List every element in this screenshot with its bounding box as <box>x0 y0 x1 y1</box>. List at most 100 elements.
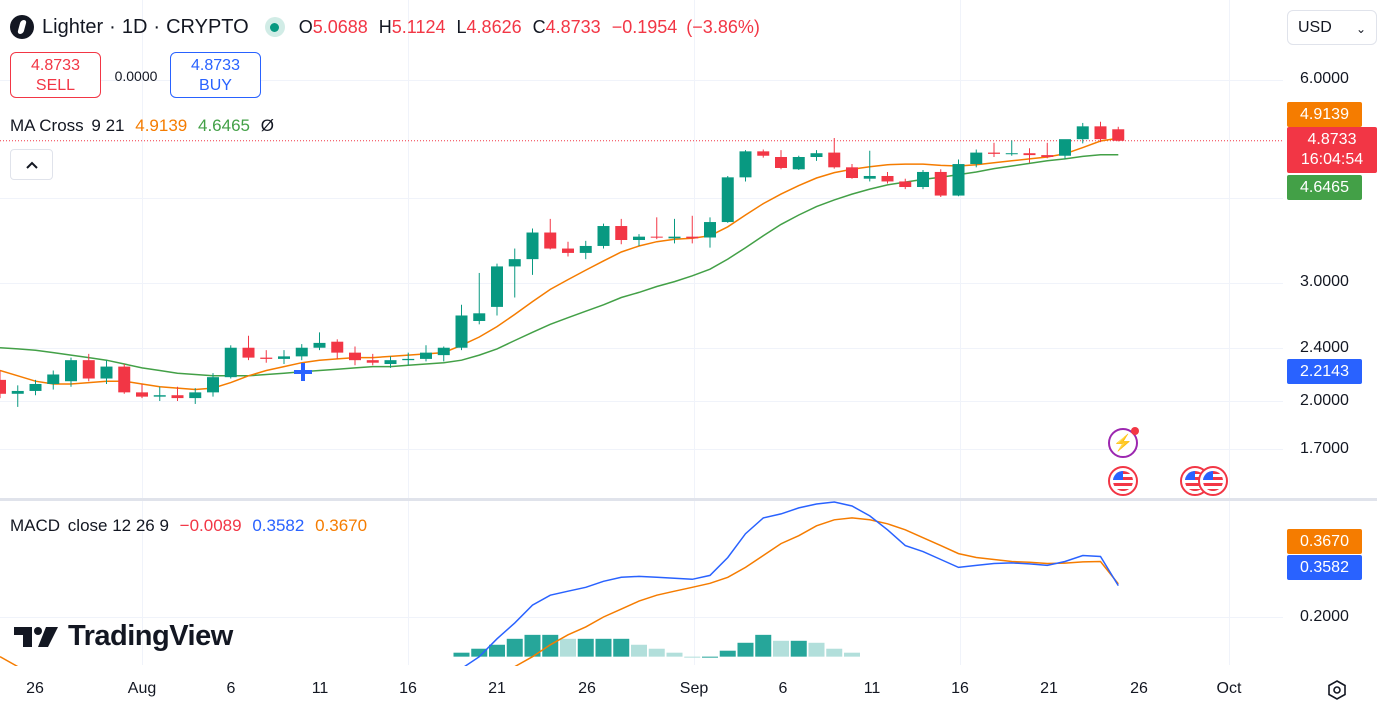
time-axis-label: 16 <box>951 680 969 697</box>
ma-cross-null-value: Ø <box>260 116 274 135</box>
macd-name[interactable]: MACD <box>10 516 61 535</box>
price-axis-label: 3.0000 <box>1300 273 1349 290</box>
tradingview-logo[interactable]: TradingView <box>14 620 233 653</box>
macd-histogram-bar <box>684 656 701 658</box>
ma-cross-params: 9 21 <box>91 116 125 135</box>
macd-histogram-bar <box>790 640 807 657</box>
sell-label: SELL <box>35 77 76 94</box>
macd-histogram-bar <box>577 638 594 657</box>
candle-body <box>473 313 486 321</box>
open-value: 5.0688 <box>312 16 368 37</box>
macd-histogram-bar <box>560 638 576 657</box>
time-axis-label: 16 <box>399 680 417 697</box>
macd-histogram-bar <box>453 652 470 657</box>
macd-histogram-bar <box>613 638 630 657</box>
close-value: 4.8733 <box>545 16 601 37</box>
macd-histogram-bar <box>844 652 860 657</box>
buy-label: BUY <box>199 77 232 94</box>
candle-body <box>118 366 131 393</box>
macd-histogram-bar <box>595 638 612 657</box>
macd-histogram-value: −0.0089 <box>179 516 242 535</box>
candle-body <box>491 266 503 307</box>
currency-selector[interactable]: USD ⌄ <box>1287 10 1377 45</box>
candle-body <box>917 171 929 188</box>
macd-signal-value: 0.3670 <box>315 516 368 535</box>
candle-body <box>828 152 841 168</box>
chevron-down-icon: ⌄ <box>1355 22 1366 36</box>
low-key: L <box>456 16 467 37</box>
candle-body <box>349 352 361 361</box>
price-axis-label: 2.4000 <box>1300 339 1349 356</box>
time-axis-label: 11 <box>863 680 881 697</box>
ma-fast-value: 4.9139 <box>135 116 188 135</box>
candle-body <box>242 347 255 358</box>
ma-slow-line <box>0 153 1119 377</box>
exchange-label[interactable]: CRYPTO <box>166 15 249 38</box>
candle-body <box>136 392 148 397</box>
sell-button[interactable]: 4.8733 SELL <box>10 52 101 98</box>
legend-separator: · <box>109 15 116 38</box>
price-axis-label: 6.0000 <box>1300 70 1349 87</box>
lightning-event-icon[interactable]: ⚡ <box>1108 427 1139 458</box>
time-axis-label: 26 <box>1130 680 1148 697</box>
last-price-tag: 4.8733 16:04:54 <box>1287 127 1377 173</box>
crosshair-plus-icon <box>294 363 312 381</box>
sell-price: 4.8733 <box>31 57 80 74</box>
candle-body <box>278 356 290 359</box>
gridline <box>0 449 1283 450</box>
macd-histogram-bar <box>826 648 843 657</box>
candle-body <box>863 175 876 179</box>
macd-line <box>464 501 1119 666</box>
buy-price: 4.8733 <box>191 57 240 74</box>
us-flag-event-icon[interactable] <box>1108 466 1138 496</box>
candle-body <box>544 232 557 249</box>
macd-histogram-bar <box>773 640 789 657</box>
ma-slow-price-tag: 4.6465 <box>1287 175 1362 200</box>
macd-histogram-bar <box>506 638 523 657</box>
tradingview-wordmark: TradingView <box>68 620 233 652</box>
candle-body <box>402 358 415 361</box>
candle-body <box>1041 155 1054 158</box>
candle-body <box>82 360 95 379</box>
candle-body <box>171 395 184 399</box>
price-chart[interactable] <box>0 0 1283 498</box>
candle-body <box>0 379 6 394</box>
candle-body <box>970 152 983 165</box>
candle-body <box>739 151 752 178</box>
interval-label[interactable]: 1D <box>121 15 148 38</box>
chevron-up-icon <box>25 161 38 169</box>
candle-body <box>1076 126 1089 140</box>
time-axis-label: 11 <box>311 680 329 697</box>
ma-fast-price-tag: 4.9139 <box>1287 102 1362 127</box>
gridline <box>408 0 409 665</box>
pane-separator[interactable] <box>0 498 1377 501</box>
macd-line-value: 0.3582 <box>252 516 305 535</box>
candle-body <box>1112 129 1125 141</box>
time-axis-label: Oct <box>1216 680 1242 697</box>
macd-histogram-bar <box>631 644 647 657</box>
candle-body <box>366 360 379 363</box>
market-status-icon[interactable] <box>264 17 285 37</box>
macd-histogram-bar <box>737 642 754 657</box>
macd-legend[interactable]: MACD close 12 26 9 −0.0089 0.3582 0.3670 <box>10 516 367 536</box>
change-value: −0.1954 <box>611 16 678 37</box>
macd-chart[interactable] <box>0 501 1283 666</box>
high-value: 5.1124 <box>391 16 446 37</box>
buy-button[interactable]: 4.8733 BUY <box>170 52 261 98</box>
us-flag-event-icon[interactable] <box>1198 466 1228 496</box>
symbol-name[interactable]: Lighter <box>42 15 104 38</box>
candle-body <box>65 360 77 382</box>
symbol-legend[interactable]: Lighter · 1D · CRYPTO O5.0688 H5.1124 L4… <box>10 12 760 42</box>
collapse-legend-button[interactable] <box>10 149 53 180</box>
spread-value: 0.0000 <box>114 68 158 84</box>
candle-body <box>721 177 734 223</box>
gridline <box>960 0 961 665</box>
ma-cross-legend[interactable]: MA Cross 9 21 4.9139 4.6465 Ø <box>10 116 274 136</box>
candle-body <box>686 236 699 239</box>
gridline <box>0 198 1283 199</box>
ma-cross-name[interactable]: MA Cross <box>10 116 84 135</box>
settings-gear-icon[interactable] <box>1326 679 1348 701</box>
candle-body <box>668 236 681 239</box>
candle-body <box>260 357 273 359</box>
candle-body <box>295 347 308 357</box>
